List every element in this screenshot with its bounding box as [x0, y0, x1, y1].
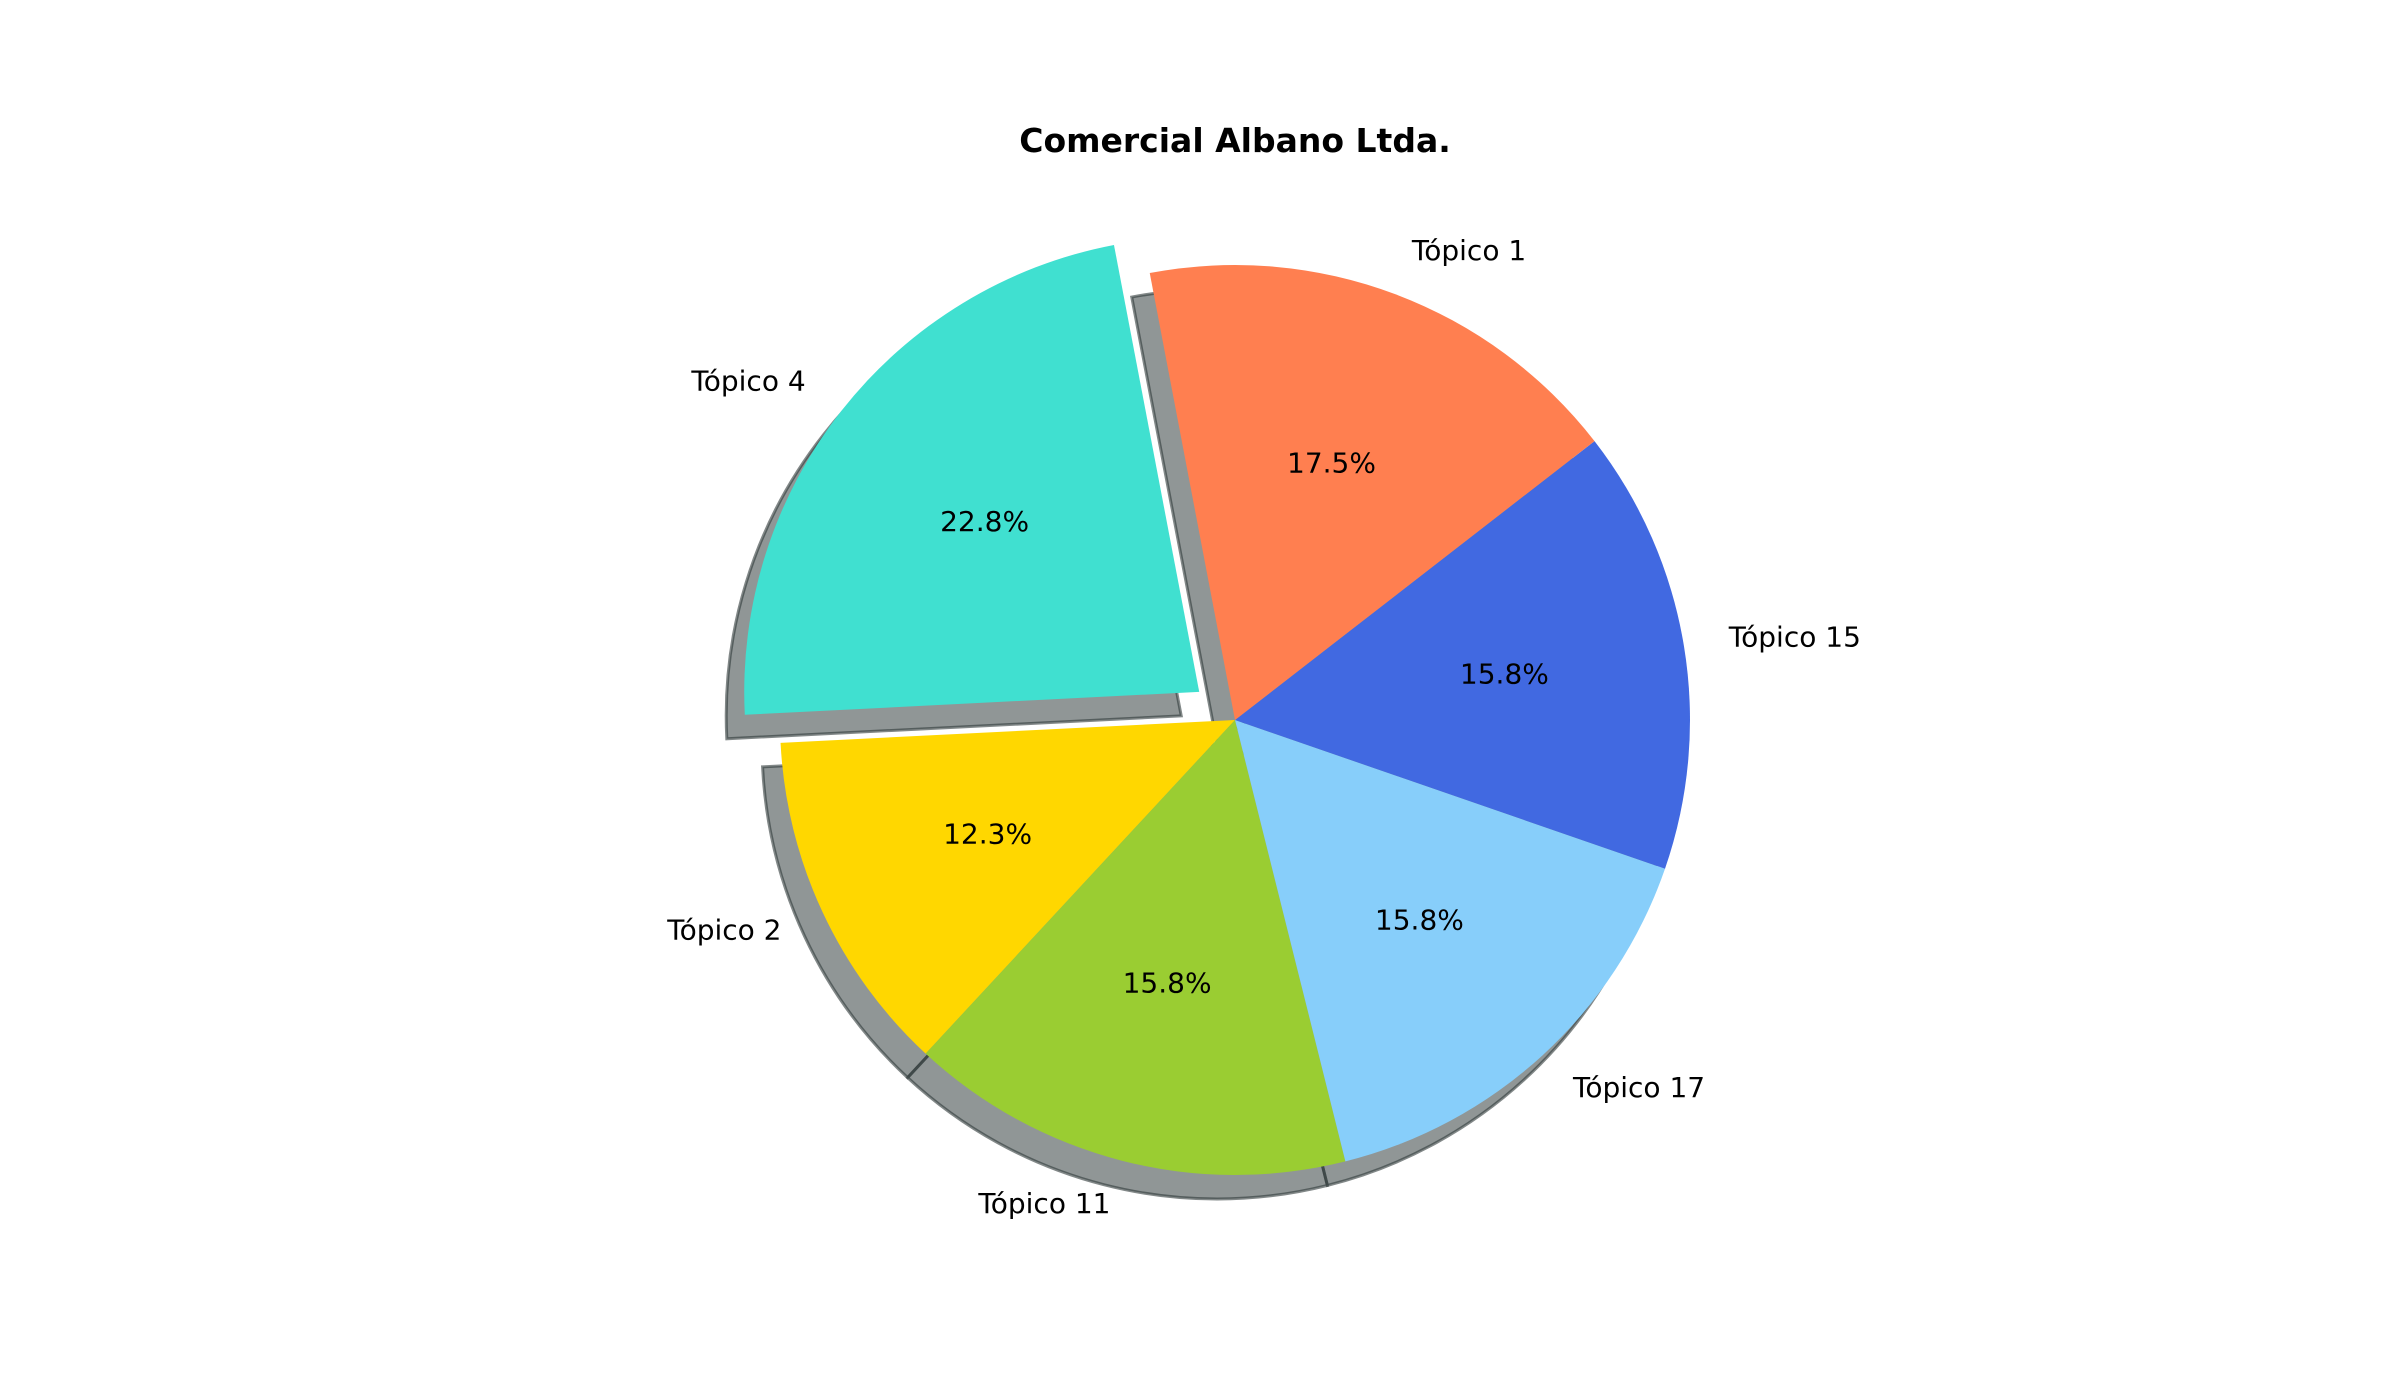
slice-topico-1: [1149, 265, 1595, 720]
label-topico-17: Tópico 17: [1572, 1071, 1705, 1104]
pct-topico-4: 22.8%: [940, 505, 1029, 538]
pie-labels: Tópico 4 22.8% Tópico 2 12.3% Tópico 11 15.8%…: [666, 234, 1861, 1220]
label-topico-4: Tópico 4: [690, 365, 805, 398]
pct-topico-2: 12.3%: [943, 818, 1032, 851]
slice-topico-2: [780, 720, 1235, 1054]
slice-topico-17: [1235, 720, 1665, 1162]
label-topico-11: Tópico 11: [977, 1187, 1110, 1220]
label-topico-2: Tópico 2: [666, 914, 781, 947]
pie-slices: [744, 244, 1690, 1176]
pct-topico-1: 17.5%: [1287, 447, 1376, 480]
chart-title: Comercial Albano Ltda.: [1019, 121, 1451, 160]
label-topico-15: Tópico 15: [1728, 621, 1861, 654]
pct-topico-17: 15.8%: [1375, 903, 1464, 936]
slice-topico-4: [744, 244, 1200, 715]
slice-topico-15: [1235, 441, 1690, 869]
pct-topico-11: 15.8%: [1123, 966, 1212, 999]
label-topico-1: Tópico 1: [1411, 234, 1526, 267]
slice-topico-11: [925, 720, 1346, 1176]
pct-topico-15: 15.8%: [1460, 658, 1549, 691]
